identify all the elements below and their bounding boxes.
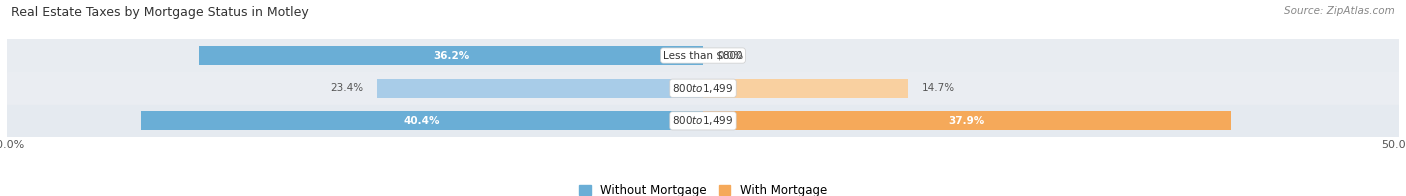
Text: 37.9%: 37.9%: [949, 116, 984, 126]
Bar: [7, 39, 1399, 72]
Text: 40.4%: 40.4%: [404, 116, 440, 126]
Text: Source: ZipAtlas.com: Source: ZipAtlas.com: [1284, 6, 1395, 16]
Text: Less than $800: Less than $800: [664, 51, 742, 61]
Bar: [141, 111, 703, 130]
Text: $800 to $1,499: $800 to $1,499: [672, 114, 734, 127]
Bar: [703, 111, 1230, 130]
Bar: [7, 104, 1399, 137]
Text: $800 to $1,499: $800 to $1,499: [672, 82, 734, 95]
Bar: [7, 72, 1399, 104]
Text: 23.4%: 23.4%: [330, 83, 363, 93]
Text: 36.2%: 36.2%: [433, 51, 470, 61]
Text: Real Estate Taxes by Mortgage Status in Motley: Real Estate Taxes by Mortgage Status in …: [11, 6, 309, 19]
Bar: [200, 46, 703, 65]
Bar: [703, 79, 908, 98]
Legend: Without Mortgage, With Mortgage: Without Mortgage, With Mortgage: [574, 179, 832, 196]
Text: 14.7%: 14.7%: [921, 83, 955, 93]
Bar: [377, 79, 703, 98]
Text: 0.0%: 0.0%: [717, 51, 744, 61]
